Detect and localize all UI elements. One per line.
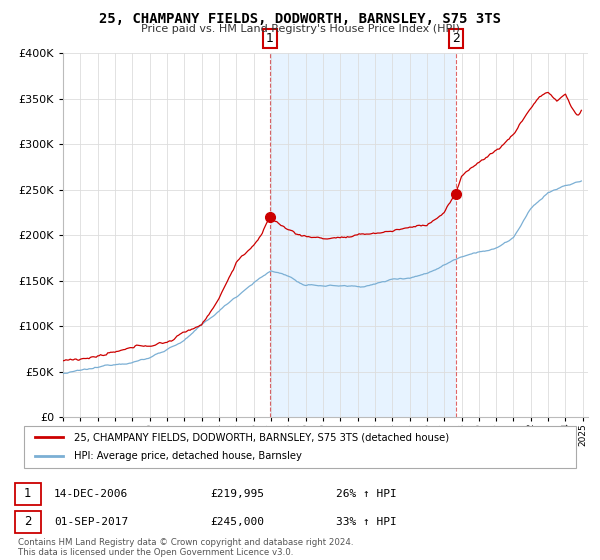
Text: 14-DEC-2006: 14-DEC-2006 (54, 489, 128, 499)
Text: 1: 1 (24, 487, 32, 501)
Text: 25, CHAMPANY FIELDS, DODWORTH, BARNSLEY, S75 3TS (detached house): 25, CHAMPANY FIELDS, DODWORTH, BARNSLEY,… (74, 432, 449, 442)
Text: 01-SEP-2017: 01-SEP-2017 (54, 517, 128, 527)
Text: 1: 1 (266, 32, 274, 45)
Text: 2: 2 (452, 32, 460, 45)
Text: £219,995: £219,995 (210, 489, 264, 499)
FancyBboxPatch shape (24, 426, 576, 468)
Text: Contains HM Land Registry data © Crown copyright and database right 2024.
This d: Contains HM Land Registry data © Crown c… (18, 538, 353, 557)
Text: 33% ↑ HPI: 33% ↑ HPI (336, 517, 397, 527)
Text: HPI: Average price, detached house, Barnsley: HPI: Average price, detached house, Barn… (74, 451, 302, 461)
Text: 25, CHAMPANY FIELDS, DODWORTH, BARNSLEY, S75 3TS: 25, CHAMPANY FIELDS, DODWORTH, BARNSLEY,… (99, 12, 501, 26)
Text: 26% ↑ HPI: 26% ↑ HPI (336, 489, 397, 499)
Text: £245,000: £245,000 (210, 517, 264, 527)
Text: 2: 2 (24, 515, 32, 529)
Bar (270, 53, 456, 417)
Text: Price paid vs. HM Land Registry's House Price Index (HPI): Price paid vs. HM Land Registry's House … (140, 24, 460, 34)
